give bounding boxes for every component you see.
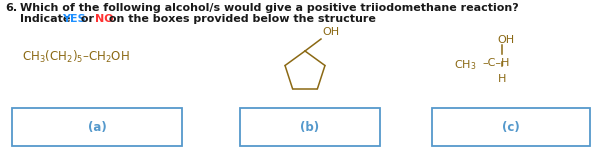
Text: Indicate: Indicate — [20, 14, 75, 24]
Text: on the boxes provided below the structure: on the boxes provided below the structur… — [105, 14, 376, 24]
Text: (c): (c) — [502, 121, 520, 133]
Text: Which of the following alcohol/s would give a positive triiodomethane reaction?: Which of the following alcohol/s would g… — [20, 3, 519, 13]
Text: NO: NO — [95, 14, 114, 24]
Text: (a): (a) — [88, 121, 107, 133]
Text: (b): (b) — [301, 121, 319, 133]
Text: –C–H: –C–H — [482, 58, 510, 68]
Text: 6.: 6. — [5, 3, 17, 13]
Text: or: or — [76, 14, 98, 24]
Text: YES: YES — [62, 14, 85, 24]
Text: OH: OH — [497, 35, 514, 45]
Text: OH: OH — [322, 27, 339, 37]
Text: H: H — [498, 74, 507, 84]
Text: CH$_3$: CH$_3$ — [454, 58, 476, 72]
Text: CH$_3$(CH$_2$)$_5$–CH$_2$OH: CH$_3$(CH$_2$)$_5$–CH$_2$OH — [22, 49, 130, 65]
